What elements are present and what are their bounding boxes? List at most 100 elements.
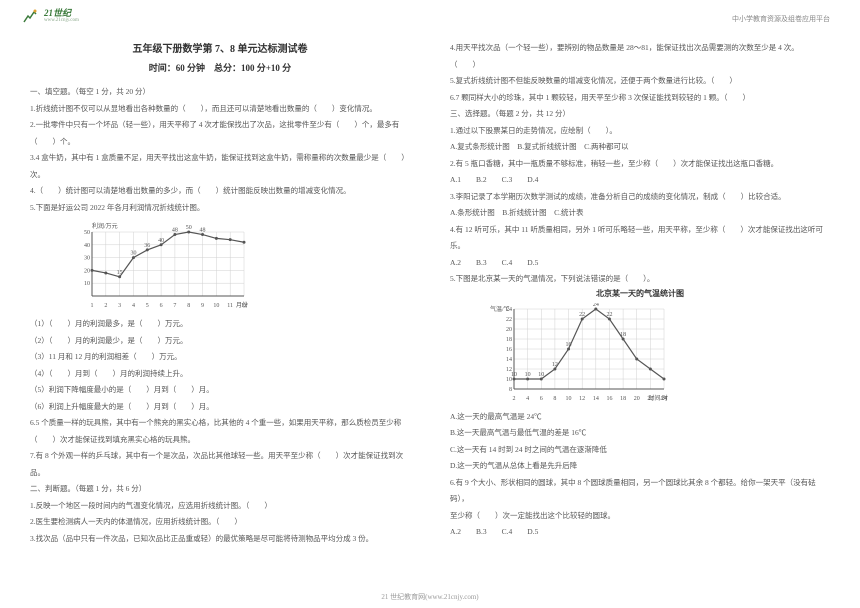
site-logo: 21世纪 www.21cnjy.com	[20, 8, 79, 24]
q2-2: 2.医生要检测病人一天内的体温情况，应用折线统计图。（ ）	[30, 514, 410, 531]
svg-text:4: 4	[132, 303, 135, 309]
svg-text:18: 18	[506, 337, 512, 343]
svg-text:8: 8	[187, 303, 190, 309]
svg-text:20: 20	[634, 396, 640, 402]
q1-3: 3.4 盒牛奶，其中有 1 盒质量不足，用天平找出这盒牛奶，能保证找到这盒牛奶，…	[30, 150, 410, 183]
svg-text:1: 1	[91, 303, 94, 309]
temp-chart-title: 北京某一天的气温统计图	[450, 288, 830, 299]
q3-6: 6.有 9 个大小、形状相同的圆球，其中 8 个圆球质量相同，另一个圆球比其余 …	[450, 475, 830, 508]
svg-text:10: 10	[511, 372, 517, 378]
exam-subtitle: 时间：60 分钟 总分：100 分+10 分	[30, 61, 410, 74]
page-left-column: 五年级下册数学第 7、8 单元达标测试卷 时间：60 分钟 总分：100 分+1…	[30, 40, 410, 547]
q3-5-a: A.这一天的最高气温是 24℃	[450, 409, 830, 426]
svg-text:5: 5	[146, 303, 149, 309]
q1-7: 7.有 8 个外观一样的乒乓球，其中有一个是次品，次品比其他球轻一些。用天平至少…	[30, 448, 410, 465]
profit-line-chart-svg: 利润/万元10203040501234567891011121530364048…	[70, 220, 250, 310]
q2-3: 3.找次品（品中只有一件次品，已知次品比正品重或轻）的最优策略是尽可能将待测物品…	[30, 531, 410, 548]
svg-text:12: 12	[579, 396, 585, 402]
q3-2-opts: A.1 B.2 C.3 D.4	[450, 172, 830, 189]
q3-5-d: D.这一天的气温从总体上看是先升后降	[450, 458, 830, 475]
q1-6b: （ ）次才能保证找到填充黑实心格的玩具熊。	[30, 432, 410, 449]
svg-text:11: 11	[227, 303, 233, 309]
svg-text:22: 22	[506, 317, 512, 323]
q1-5-6: （6）利润上升幅度最大的是（ ）月到（ ）月。	[30, 399, 410, 416]
svg-text:24: 24	[506, 307, 512, 313]
svg-text:20: 20	[506, 327, 512, 333]
q3-5-b: B.这一天最高气温与最低气温的差是 16℃	[450, 425, 830, 442]
svg-text:8: 8	[553, 396, 556, 402]
svg-text:6: 6	[540, 396, 543, 402]
q1-5-3: （3）11 月和 12 月的利润相差（ ）万元。	[30, 349, 410, 366]
header-platform-text: 中小学教育资源及组卷应用平台	[732, 14, 830, 24]
svg-text:10: 10	[84, 281, 90, 287]
q3-3: 3.李阳记录了本学期历次数学测试的成绩，准备分析自己的成绩的变化情况，制成（ ）…	[450, 189, 830, 206]
q3-6-opts: A.2 B.3 C.4 D.5	[450, 524, 830, 541]
svg-text:18: 18	[620, 396, 626, 402]
section-3-heading: 三、选择题。（每题 2 分，共 12 分）	[450, 106, 830, 123]
section-1-heading: 一、填空题。（每空 1 分，共 20 分）	[30, 84, 410, 101]
temp-chart: 气温/℃810121416182022242468101214161820222…	[490, 303, 830, 405]
q2-4: 4.用天平找次品（一个轻一些），要辨别的物品数量是 28～81，能保证找出次品需…	[450, 40, 830, 57]
svg-text:14: 14	[506, 357, 512, 363]
q1-1: 1.折线统计图不仅可以从显地看出各种数量的（ ），而且还可以清楚地看出数量的（ …	[30, 101, 410, 118]
svg-text:3: 3	[118, 303, 121, 309]
svg-text:14: 14	[593, 396, 599, 402]
page-right-column: 4.用天平找次品（一个轻一些），要辨别的物品数量是 28～81，能保证找出次品需…	[450, 40, 830, 541]
profit-chart: 利润/万元10203040501234567891011121530364048…	[70, 220, 410, 312]
q2-6: 6.7 颗同样大小的珍珠，其中 1 颗较轻，用天平至少称 3 次保证能找到较轻的…	[450, 90, 830, 107]
svg-text:2: 2	[513, 396, 516, 402]
svg-text:6: 6	[160, 303, 163, 309]
svg-text:30: 30	[130, 251, 136, 257]
q3-1: 1.通过以下股票某日的走势情况，应绘制（ ）。	[450, 123, 830, 140]
q3-5: 5.下图是北京某一天的气温情况，下列说法错误的是（ ）。	[450, 271, 830, 288]
q1-5-1: （1）（ ）月的利润最多，是（ ）万元。	[30, 316, 410, 333]
exam-title: 五年级下册数学第 7、8 单元达标测试卷	[30, 40, 410, 55]
svg-text:7: 7	[173, 303, 176, 309]
svg-text:利润/万元: 利润/万元	[92, 222, 118, 230]
q1-5-5: （5）利润下降幅度最小的是（ ）月到（ ）月。	[30, 382, 410, 399]
svg-text:10: 10	[213, 303, 219, 309]
svg-text:9: 9	[201, 303, 204, 309]
q3-3-opts: A.条形统计图 B.折线统计图 C.统计表	[450, 205, 830, 222]
q1-5: 5.下面是好运公司 2022 年各月利润情况折线统计图。	[30, 200, 410, 217]
logo-sub-text: www.21cnjy.com	[44, 18, 79, 23]
temp-line-chart-svg: 气温/℃810121416182022242468101214161820222…	[490, 303, 670, 403]
q1-5-2: （2）（ ）月的利润最少，是（ ）万元。	[30, 333, 410, 350]
svg-text:24: 24	[593, 303, 599, 308]
q3-2: 2.有 5 瓶口香糖，其中一瓶质量不够标准，稍轻一些，至少称（ ）次才能保证找出…	[450, 156, 830, 173]
svg-text:2: 2	[104, 303, 107, 309]
q1-7b: 品。	[30, 465, 410, 482]
section-2-heading: 二、判断题。（每题 1 分，共 6 分）	[30, 481, 410, 498]
q2-4b: （ ）	[450, 57, 830, 74]
q3-1-opts: A.复式条形统计图 B.复式折线统计图 C.两种都可以	[450, 139, 830, 156]
svg-text:40: 40	[84, 243, 90, 249]
q1-5-4: （4）（ ）月到（ ）月的利润持续上升。	[30, 366, 410, 383]
q1-2: 2.一批零件中只有一个坏品（轻一些），用天平称了 4 次才能保找出了次品，这批零…	[30, 117, 410, 134]
q3-4-opts: A.2 B.3 C.4 D.5	[450, 255, 830, 272]
logo-main-text: 21世纪	[44, 9, 79, 18]
q3-4: 4.有 12 听可乐，其中 11 听质量相同，另外 1 听可乐略轻一些，用天平称…	[450, 222, 830, 255]
q2-5: 5.复式折线统计图不但能反映数量的增减变化情况，还便于两个数量进行比较。（ ）	[450, 73, 830, 90]
logo-runner-icon	[20, 8, 40, 24]
svg-text:48: 48	[172, 228, 178, 234]
svg-text:50: 50	[186, 225, 192, 231]
q1-4: 4.（ ）统计图可以清楚地看出数量的多少，而（ ）统计图能反映出数量的增减变化情…	[30, 183, 410, 200]
svg-text:36: 36	[144, 243, 150, 249]
page-footer: 21 世纪教育网(www.21cnjy.com)	[0, 592, 860, 602]
svg-text:8: 8	[509, 387, 512, 393]
q3-6b: 至少称（ ）次一定能找出这个比较轻的圆球。	[450, 508, 830, 525]
svg-text:30: 30	[84, 256, 90, 262]
svg-text:16: 16	[606, 396, 612, 402]
q3-5-c: C.这一天有 14 时到 24 时之间的气温在逐渐降低	[450, 442, 830, 459]
q2-1: 1.反映一个地区一段时间内的气温变化情况，应选用折线统计图。（ ）	[30, 498, 410, 515]
svg-text:16: 16	[506, 347, 512, 353]
svg-text:48: 48	[200, 228, 206, 234]
svg-text:20: 20	[84, 268, 90, 274]
q1-2b: （ ）个。	[30, 134, 410, 151]
svg-text:10: 10	[566, 396, 572, 402]
q1-6: 6.5 个质量一样的玩具熊，其中有一个熊充的黑实心格，比其他的 4 个重一些，如…	[30, 415, 410, 432]
svg-text:10: 10	[525, 372, 531, 378]
svg-text:月份: 月份	[236, 301, 248, 309]
svg-text:50: 50	[84, 230, 90, 236]
svg-text:时间/时: 时间/时	[648, 394, 668, 402]
